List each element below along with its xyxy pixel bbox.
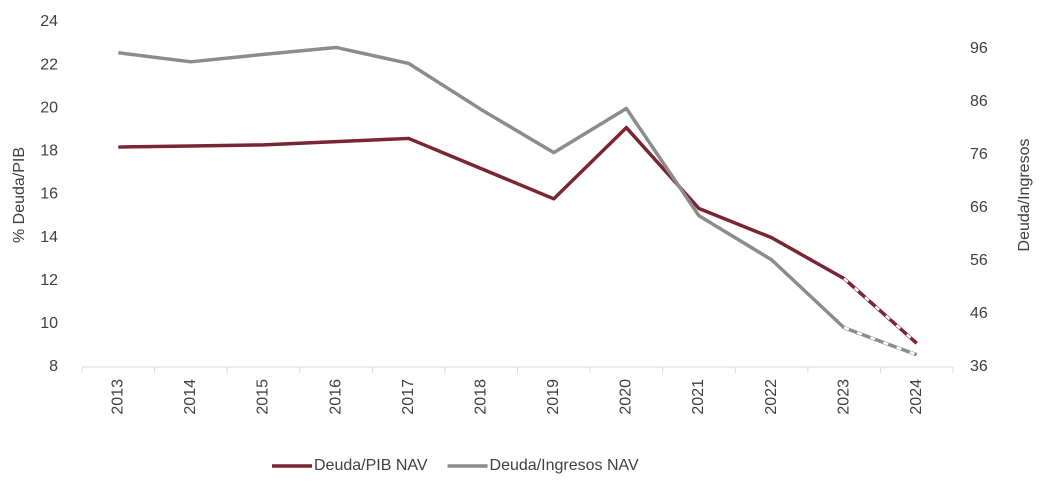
x-tick-label: 2013 xyxy=(110,379,127,415)
y-tick-label: 20 xyxy=(40,99,58,116)
y2-tick-label: 86 xyxy=(970,93,988,110)
y2-tick-label: 46 xyxy=(970,305,988,322)
x-tick-label: 2022 xyxy=(763,379,780,415)
y-tick-label: 10 xyxy=(40,315,58,332)
y2-tick-label: 66 xyxy=(970,199,988,216)
x-tick-label: 2019 xyxy=(545,379,562,415)
y-tick-label: 18 xyxy=(40,143,58,160)
y2-tick-label: 96 xyxy=(970,40,988,57)
y2-tick-label: 56 xyxy=(970,252,988,269)
line xyxy=(118,45,918,357)
y-tick-label: 24 xyxy=(40,13,58,30)
x-tick-label: 2020 xyxy=(618,379,635,415)
x-tick-label: 2018 xyxy=(472,379,489,415)
projection-dash xyxy=(843,277,918,345)
line xyxy=(118,125,918,345)
y-tick-label: 16 xyxy=(40,186,58,203)
y-tick-label: 14 xyxy=(40,229,58,246)
y-tick-label: 8 xyxy=(49,358,58,375)
x-tick-label: 2017 xyxy=(400,379,417,415)
y2-tick-label: 76 xyxy=(970,146,988,163)
x-tick-label: 2024 xyxy=(908,379,925,415)
y2-tick-label: 36 xyxy=(970,358,988,375)
legend-label: Deuda/PIB NAV xyxy=(314,457,428,474)
x-tick-label: 2016 xyxy=(327,379,344,415)
x-tick-label: 2015 xyxy=(255,379,272,415)
x-tick-label: 2023 xyxy=(835,379,852,415)
legend-label: Deuda/Ingresos NAV xyxy=(490,457,639,474)
y-axis-label: % Deuda/PIB xyxy=(11,147,28,243)
y2-axis-label: Deuda/Ingresos xyxy=(1016,139,1033,252)
x-tick-label: 2014 xyxy=(182,379,199,415)
x-tick-label: 2021 xyxy=(690,379,707,415)
y-tick-label: 12 xyxy=(40,272,58,289)
y-tick-label: 22 xyxy=(40,56,58,73)
